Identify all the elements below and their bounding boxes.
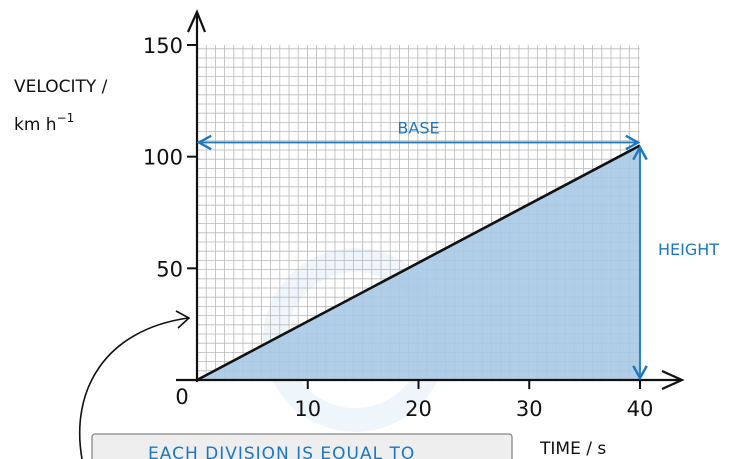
x-tick-label: 20 — [405, 397, 432, 421]
y-axis-units-exponent: −1 — [57, 111, 75, 125]
x-axis-arrowhead — [661, 369, 685, 391]
y-tick-label: 100 — [143, 146, 183, 170]
origin-label: 0 — [175, 385, 188, 409]
note-background — [91, 433, 513, 459]
base-label: BASE — [397, 119, 439, 138]
height-label: HEIGHT — [658, 240, 719, 259]
x-axis-title: TIME / s — [539, 439, 606, 459]
y-axis-units: km h−1 — [14, 111, 74, 135]
x-tick-group: 10 20 30 40 — [294, 380, 653, 421]
y-tick-label: 50 — [156, 257, 183, 281]
y-tick-label: 150 — [143, 34, 183, 58]
pointer-arrowhead — [175, 310, 191, 329]
y-axis-arrowhead — [186, 9, 207, 33]
y-axis-title: VELOCITY / — [14, 77, 108, 97]
y-axis-units-base: km h — [14, 115, 57, 135]
y-tick-group: 50 100 150 — [143, 34, 197, 281]
x-tick-label: 40 — [627, 397, 654, 421]
note-box: EACH DIVISION IS EQUAL TO — [91, 433, 513, 459]
pointer-arrow — [78, 317, 189, 459]
x-tick-label: 10 — [294, 397, 321, 421]
note-text: EACH DIVISION IS EQUAL TO — [148, 444, 415, 459]
x-tick-label: 30 — [516, 397, 543, 421]
velocity-time-line — [196, 144, 641, 382]
axes — [176, 9, 685, 391]
